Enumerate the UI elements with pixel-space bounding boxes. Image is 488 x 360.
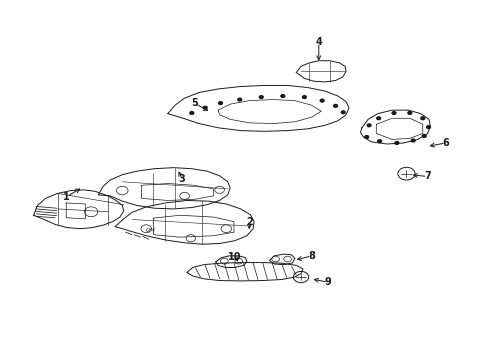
Text: 2: 2 <box>245 217 252 227</box>
Circle shape <box>407 112 411 114</box>
Text: 0/4: 0/4 <box>146 228 156 233</box>
Text: 1: 1 <box>63 192 69 202</box>
Text: 5: 5 <box>190 98 197 108</box>
Circle shape <box>280 95 284 98</box>
Circle shape <box>203 106 207 109</box>
Text: 7: 7 <box>423 171 430 181</box>
Circle shape <box>366 124 370 127</box>
Circle shape <box>377 140 381 143</box>
Circle shape <box>422 135 425 137</box>
Text: 4: 4 <box>315 37 322 48</box>
Text: 3: 3 <box>179 174 185 184</box>
Circle shape <box>302 96 305 99</box>
Circle shape <box>391 112 395 114</box>
Circle shape <box>376 117 380 120</box>
Text: 10: 10 <box>228 252 241 262</box>
Text: 9: 9 <box>325 277 331 287</box>
Circle shape <box>426 126 429 129</box>
Circle shape <box>218 102 222 104</box>
Circle shape <box>333 104 337 107</box>
Circle shape <box>394 141 398 144</box>
Circle shape <box>320 99 324 102</box>
Circle shape <box>189 112 193 114</box>
Text: 6: 6 <box>442 138 448 148</box>
Circle shape <box>237 98 241 101</box>
Circle shape <box>420 117 424 120</box>
Text: 8: 8 <box>307 251 314 261</box>
Circle shape <box>364 136 368 138</box>
Circle shape <box>410 139 414 142</box>
Circle shape <box>341 111 345 114</box>
Circle shape <box>259 96 263 99</box>
